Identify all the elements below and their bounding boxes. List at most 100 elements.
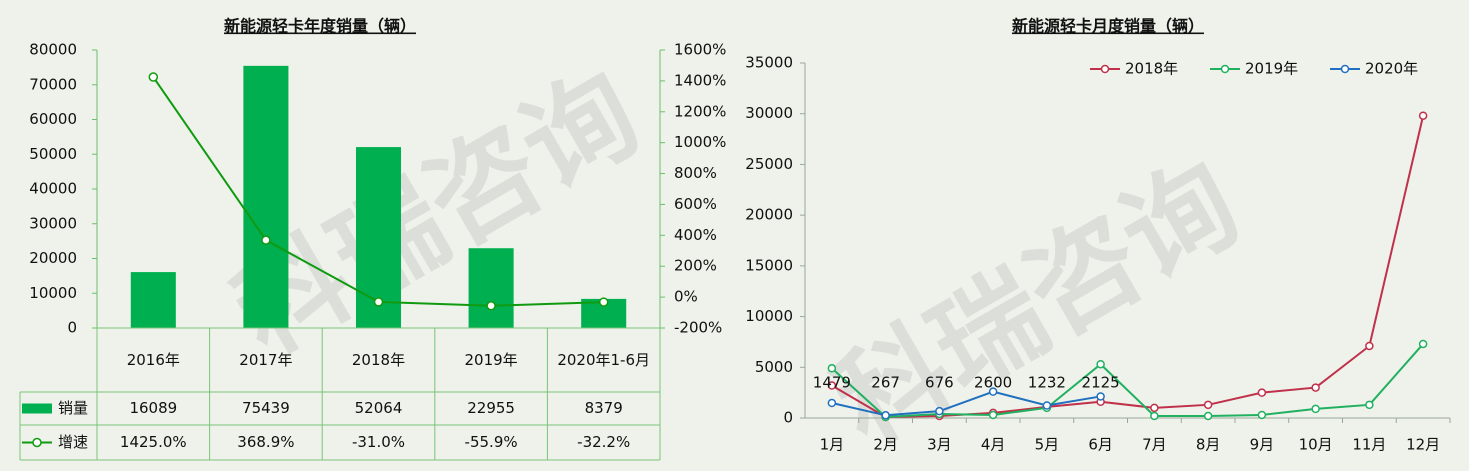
series-line [831, 390, 1101, 417]
marker [881, 411, 890, 420]
table-value: -31.0% [352, 433, 405, 451]
data-label: 1232 [1028, 374, 1066, 392]
x-tick-label: 12月 [1406, 436, 1440, 454]
y-tick-label: 30000 [29, 214, 77, 232]
marker [1096, 359, 1105, 369]
marker [486, 300, 496, 311]
y-tick-label: 5000 [755, 358, 793, 376]
y2-tick-label: 0% [674, 288, 698, 306]
x-tick-label: 11月 [1352, 436, 1386, 454]
cell-text: 2017年 [239, 351, 293, 369]
x-tick-label: 3月 [927, 436, 952, 454]
marker [1311, 404, 1320, 414]
legend-swatch [1100, 64, 1110, 74]
table-cell: 2020年1-6月 [557, 351, 651, 369]
table-cell: 2016年 [126, 351, 180, 369]
table-value: -55.9% [465, 433, 518, 451]
legend-swatch [1340, 64, 1350, 74]
y2-tick-label: 1000% [674, 133, 726, 151]
table-value: 16089 [129, 399, 177, 417]
series-line [831, 115, 1425, 418]
marker [827, 381, 837, 390]
y-tick-label: 10000 [745, 307, 793, 325]
table-cell: 2018年 [351, 351, 406, 369]
y-tick-label: 30000 [745, 104, 793, 122]
bar [468, 248, 514, 328]
x-tick-label: 10月 [1299, 436, 1333, 454]
marker [1365, 400, 1374, 410]
marker [1150, 403, 1159, 413]
data-label: 1479 [813, 374, 851, 392]
data-label: 2125 [1082, 374, 1120, 392]
legend-swatch [1220, 64, 1230, 74]
series-line [831, 343, 1424, 419]
chart-title: 新能源轻卡年度销量（辆） [224, 17, 416, 36]
marker [1418, 339, 1428, 349]
cell-text: 2020年1-6月 [557, 351, 651, 369]
table-value: 52064 [355, 399, 403, 417]
y-tick-label: 35000 [745, 54, 793, 72]
y-tick-label: 50000 [29, 145, 77, 163]
legend-label: 2019年 [1245, 60, 1298, 78]
table-value: 75439 [242, 399, 290, 417]
table-value: 22955 [467, 399, 515, 417]
bar [243, 65, 289, 328]
table-cell: 2017年 [239, 351, 293, 369]
legend-label: 增速 [58, 433, 88, 451]
marker [1203, 411, 1213, 421]
marker [827, 364, 837, 373]
marker [827, 398, 837, 408]
table-cell: 2019年 [464, 351, 518, 369]
bar [130, 272, 176, 328]
marker [935, 406, 944, 416]
data-label: 2600 [974, 374, 1012, 392]
marker [1203, 400, 1213, 410]
x-tick-label: 7月 [1142, 436, 1167, 454]
y-tick-label: 20000 [745, 206, 793, 224]
watermark: 科瑞咨询 [814, 138, 1259, 469]
y2-tick-label: 1600% [674, 41, 726, 59]
marker [261, 235, 271, 245]
marker [1418, 111, 1428, 120]
table-value: -32.2% [577, 433, 630, 451]
cell-text: 2019年 [464, 351, 518, 369]
x-tick-label: 5月 [1035, 436, 1060, 454]
y2-tick-label: -200% [674, 319, 722, 337]
marker [598, 297, 609, 307]
marker [373, 297, 384, 307]
legend-label: 2020年 [1365, 60, 1418, 78]
data-label: 267 [871, 374, 900, 392]
cell-text: 2018年 [351, 351, 406, 369]
marker [1365, 341, 1374, 351]
legend-label: 销量 [58, 399, 88, 417]
y2-tick-label: 400% [674, 226, 717, 244]
marker [1150, 411, 1159, 421]
y-tick-label: 0 [783, 409, 793, 427]
legend-swatch [32, 437, 42, 448]
cell-text: 2016年 [126, 351, 180, 369]
y2-tick-label: 800% [674, 164, 717, 182]
y-tick-label: 60000 [29, 110, 77, 128]
table-value: 368.9% [237, 433, 294, 451]
marker [988, 387, 998, 396]
marker [1096, 392, 1105, 401]
marker [1311, 383, 1320, 392]
x-tick-label: 8月 [1196, 436, 1221, 454]
legend-swatch [22, 403, 52, 414]
table-value: 1425.0% [120, 433, 187, 451]
y-tick-label: 70000 [29, 75, 77, 93]
legend-label: 2018年 [1125, 60, 1178, 78]
y-tick-label: 25000 [745, 155, 793, 173]
table-value: 8379 [585, 399, 623, 417]
y-tick-label: 80000 [29, 41, 77, 59]
x-tick-label: 2月 [873, 436, 898, 454]
y2-tick-label: 1200% [674, 102, 726, 120]
chart-title: 新能源轻卡月度销量（辆） [1012, 17, 1204, 36]
y2-tick-label: 200% [674, 257, 717, 275]
x-tick-label: 4月 [981, 436, 1006, 454]
y-tick-label: 15000 [745, 256, 793, 274]
y-tick-label: 40000 [29, 180, 77, 198]
marker [1257, 410, 1267, 420]
x-tick-label: 1月 [820, 436, 845, 454]
x-tick-label: 6月 [1088, 436, 1113, 454]
